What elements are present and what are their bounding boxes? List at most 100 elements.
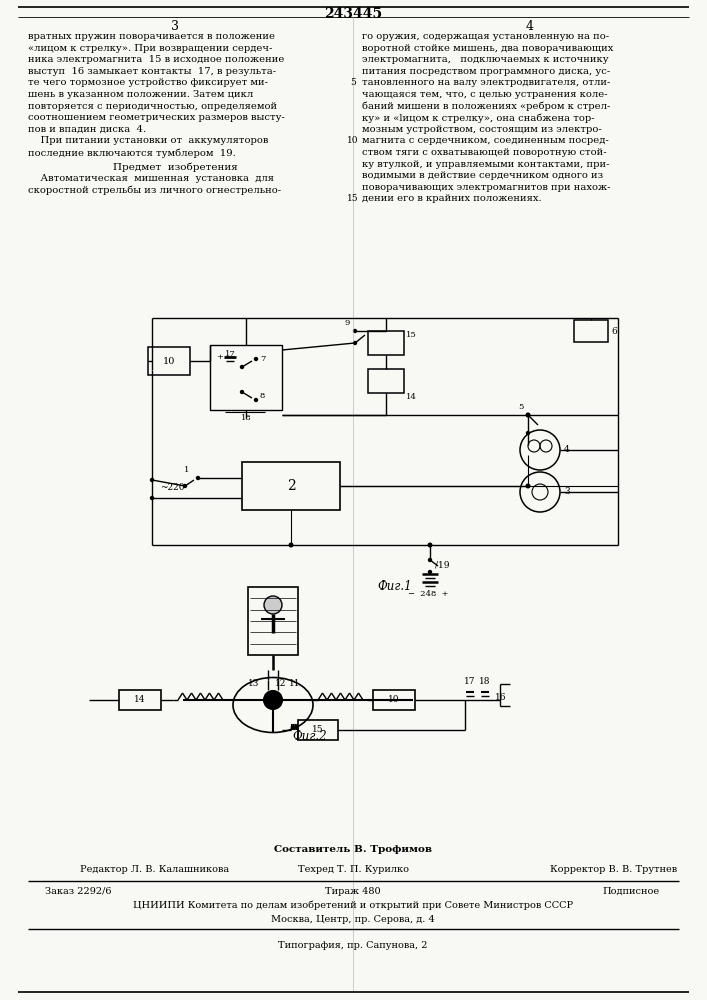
Text: скоростной стрельбы из личного огнестрельно-: скоростной стрельбы из личного огнестрел… [28, 186, 281, 195]
Text: 9: 9 [344, 319, 350, 327]
Text: 3: 3 [171, 20, 179, 33]
Text: 18: 18 [240, 414, 252, 422]
Text: 10: 10 [347, 136, 358, 145]
Circle shape [254, 398, 258, 402]
Text: 8: 8 [260, 392, 265, 400]
Text: те чего тормозное устройство фиксирует ми-: те чего тормозное устройство фиксирует м… [28, 78, 268, 87]
Text: 14: 14 [134, 696, 146, 704]
Text: +: + [216, 353, 223, 361]
Circle shape [525, 412, 530, 418]
Text: последние включаются тумблером  19.: последние включаются тумблером 19. [28, 148, 235, 157]
Text: 15: 15 [312, 726, 324, 734]
Text: Составитель В. Трофимов: Составитель В. Трофимов [274, 845, 432, 854]
Circle shape [353, 329, 357, 333]
Text: Корректор В. В. Трутнев: Корректор В. В. Трутнев [550, 865, 677, 874]
Text: Предмет  изобретения: Предмет изобретения [112, 163, 238, 172]
Circle shape [526, 413, 530, 417]
Text: тановленного на валу электродвигателя, отли-: тановленного на валу электродвигателя, о… [362, 78, 610, 87]
Circle shape [428, 542, 433, 548]
Text: шень в указанном положении. Затем цикл: шень в указанном положении. Затем цикл [28, 90, 253, 99]
Text: 1: 1 [185, 466, 189, 474]
Text: ника электромагнита  15 в исходное положение: ника электромагнита 15 в исходное положе… [28, 55, 284, 64]
Text: При питании установки от  аккумуляторов: При питании установки от аккумуляторов [28, 136, 269, 145]
Text: соотношением геометрических размеров высту-: соотношением геометрических размеров выс… [28, 113, 285, 122]
Circle shape [150, 496, 154, 500]
Text: 10: 10 [388, 696, 399, 704]
Text: Фиг.1: Фиг.1 [378, 580, 412, 593]
Text: электромагнита,   подключаемых к источнику: электромагнита, подключаемых к источнику [362, 55, 609, 64]
Text: ку» и «lицом к стрелку», она снабжена тор-: ку» и «lицом к стрелку», она снабжена то… [362, 113, 595, 123]
Text: мозным устройством, состоящим из электро-: мозным устройством, состоящим из электро… [362, 125, 602, 134]
Text: Москва, Центр, пр. Серова, д. 4: Москва, Центр, пр. Серова, д. 4 [271, 915, 435, 924]
Circle shape [428, 558, 432, 562]
Text: 243445: 243445 [324, 7, 382, 21]
Bar [574, 320, 608, 342]
Circle shape [353, 341, 357, 345]
Text: питания посредством программного диска, ус-: питания посредством программного диска, … [362, 67, 610, 76]
Text: повторяется с периодичностью, определяемой: повторяется с периодичностью, определяем… [28, 102, 277, 111]
Text: 5: 5 [519, 403, 524, 411]
Text: го оружия, содержащая установленную на по-: го оружия, содержащая установленную на п… [362, 32, 609, 41]
Text: /19: /19 [435, 560, 450, 569]
Text: 13: 13 [247, 679, 259, 688]
Text: 14: 14 [406, 393, 417, 401]
Circle shape [526, 431, 530, 435]
Text: Заказ 2292/6: Заказ 2292/6 [45, 887, 112, 896]
Bar [242, 462, 340, 510]
Text: ку втулкой, и управляемыми контактами, при-: ку втулкой, и управляемыми контактами, п… [362, 160, 609, 169]
Bar [368, 331, 404, 355]
Text: 4: 4 [526, 20, 534, 33]
Circle shape [288, 542, 293, 548]
Text: −  248  +: − 248 + [408, 590, 448, 598]
Circle shape [150, 478, 154, 482]
Bar [210, 345, 282, 410]
Circle shape [264, 596, 282, 614]
Text: 17: 17 [225, 350, 235, 358]
Text: 11: 11 [289, 679, 300, 688]
Text: 2: 2 [286, 479, 296, 493]
Text: 7: 7 [260, 355, 265, 363]
Text: 15: 15 [347, 194, 359, 203]
Text: 15: 15 [406, 331, 416, 339]
Text: баний мишени в положениях «ребром к стрел-: баний мишени в положениях «ребром к стре… [362, 102, 610, 111]
Text: пов и впадин диска  4.: пов и впадин диска 4. [28, 125, 146, 134]
Circle shape [183, 484, 187, 488]
Circle shape [264, 691, 282, 709]
Bar [368, 369, 404, 393]
Bar [298, 720, 338, 740]
Text: магнита с сердечником, соединенным посред-: магнита с сердечником, соединенным посре… [362, 136, 609, 145]
Text: Редактор Л. В. Калашникова: Редактор Л. В. Калашникова [80, 865, 229, 874]
Circle shape [240, 390, 244, 394]
Circle shape [428, 570, 432, 574]
Circle shape [254, 357, 258, 361]
Text: 18: 18 [479, 677, 491, 686]
Text: ством тяги с охватывающей поворотную стой-: ством тяги с охватывающей поворотную сто… [362, 148, 607, 157]
Text: 10: 10 [163, 357, 175, 365]
Text: чающаяся тем, что, с целью устранения коле-: чающаяся тем, что, с целью устранения ко… [362, 90, 607, 99]
Bar [373, 690, 415, 710]
Text: выступ  16 замыкает контакты  17, в результа-: выступ 16 замыкает контакты 17, в резуль… [28, 67, 276, 76]
Text: Подписное: Подписное [603, 887, 660, 896]
Text: 3: 3 [564, 488, 570, 496]
Bar [148, 347, 190, 375]
Text: дении его в крайних положениях.: дении его в крайних положениях. [362, 194, 542, 203]
Text: 6: 6 [611, 326, 617, 336]
Text: 12: 12 [275, 679, 286, 688]
Text: Тираж 480: Тираж 480 [325, 887, 381, 896]
Text: 17: 17 [464, 677, 476, 686]
Circle shape [240, 365, 244, 369]
Text: воротной стойке мишень, два поворачивающих: воротной стойке мишень, два поворачивающ… [362, 44, 614, 53]
Bar [119, 690, 161, 710]
Text: Типография, пр. Сапунова, 2: Типография, пр. Сапунова, 2 [279, 941, 428, 950]
Text: вратных пружин поворачивается в положение: вратных пружин поворачивается в положени… [28, 32, 275, 41]
Circle shape [196, 476, 200, 480]
Bar [248, 587, 298, 655]
Text: водимыми в действие сердечником одного из: водимыми в действие сердечником одного и… [362, 171, 603, 180]
Text: «лицом к стрелку». При возвращении сердеч-: «лицом к стрелку». При возвращении серде… [28, 44, 272, 53]
Text: ~220: ~220 [160, 484, 185, 492]
Text: 16: 16 [495, 694, 506, 702]
Circle shape [525, 484, 530, 488]
Text: ЦНИИПИ Комитета по делам изобретений и открытий при Совете Министров СССР: ЦНИИПИ Комитета по делам изобретений и о… [133, 901, 573, 910]
Text: Автоматическая  мишенная  установка  для: Автоматическая мишенная установка для [28, 174, 274, 183]
Text: Фиг.2: Фиг.2 [293, 730, 327, 743]
